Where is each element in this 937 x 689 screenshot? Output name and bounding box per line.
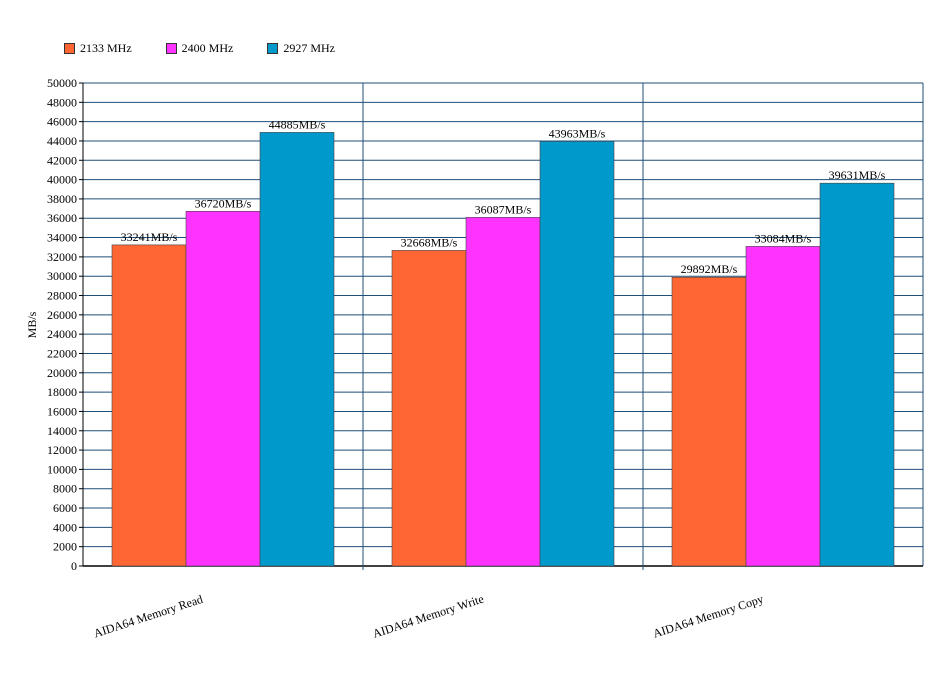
data-label: 43963MB/s	[549, 126, 606, 140]
bar	[539, 141, 615, 567]
legend-swatch-2133	[64, 42, 75, 54]
legend-swatch-2927	[267, 42, 279, 54]
data-label: 44885MB/s	[269, 117, 326, 131]
y-tick-label: 32000	[47, 250, 77, 264]
y-tick-label: 12000	[47, 443, 77, 457]
y-tick-label: 30000	[47, 269, 77, 283]
data-label: 36720MB/s	[195, 196, 252, 210]
y-tick-label: 16000	[47, 404, 77, 418]
y-tick-label: 36000	[47, 211, 77, 225]
y-tick-label: 28000	[47, 289, 77, 303]
y-tick-label: 10000	[47, 462, 77, 476]
data-label: 39631MB/s	[829, 168, 886, 182]
y-tick-label: 18000	[47, 385, 77, 399]
y-tick-label: 48000	[47, 95, 77, 109]
bar	[185, 210, 261, 567]
y-tick-label: 0	[71, 559, 77, 573]
legend-label-2133: 2133 MHz	[80, 40, 132, 55]
y-tick-label: 34000	[47, 231, 77, 245]
bar	[819, 182, 895, 567]
data-label: 36087MB/s	[475, 202, 532, 216]
bar	[671, 276, 747, 567]
y-tick-label: 20000	[47, 366, 77, 380]
y-tick-label: 2000	[53, 540, 77, 554]
legend-swatch-2400	[165, 42, 177, 54]
legend-item-2927: 2927 MHz	[267, 41, 335, 56]
y-tick-label: 8000	[53, 482, 77, 496]
y-tick-label: 4000	[53, 520, 77, 534]
data-label: 33084MB/s	[755, 231, 812, 245]
legend-item-2400: 2400 MHz	[165, 40, 234, 56]
legend-item-2133: 2133 MHz	[64, 41, 132, 56]
x-tick-label: AIDA64 Memory Read	[92, 592, 205, 641]
y-tick-label: 38000	[47, 192, 77, 206]
legend-label-2927: 2927 MHz	[283, 40, 336, 55]
y-tick-label: 22000	[47, 346, 77, 360]
legend-label-2400: 2400 MHz	[181, 40, 234, 55]
bar	[259, 132, 335, 567]
y-tick-label: 44000	[47, 134, 77, 148]
bar	[391, 250, 467, 567]
y-tick-label: 42000	[47, 153, 77, 167]
x-tick-label: AIDA64 Memory Write	[371, 592, 486, 641]
y-tick-label: 26000	[47, 308, 77, 322]
y-tick-label: 14000	[47, 424, 77, 438]
y-axis-title: MB/s	[25, 311, 39, 338]
bar	[465, 217, 541, 567]
legend: 2133 MHz 2400 MHz 2927 MHz	[64, 40, 369, 56]
data-label: 29892MB/s	[681, 262, 738, 276]
y-tick-label: 46000	[47, 115, 77, 129]
x-tick-label: AIDA64 Memory Copy	[651, 592, 765, 641]
y-tick-label: 50000	[47, 76, 77, 90]
y-tick-label: 6000	[53, 501, 77, 515]
bar	[111, 244, 187, 567]
bar	[745, 246, 821, 567]
data-label: 33241MB/s	[121, 230, 178, 244]
y-tick-label: 40000	[47, 173, 77, 187]
y-tick-label: 24000	[47, 327, 77, 341]
data-label: 32668MB/s	[401, 235, 458, 249]
